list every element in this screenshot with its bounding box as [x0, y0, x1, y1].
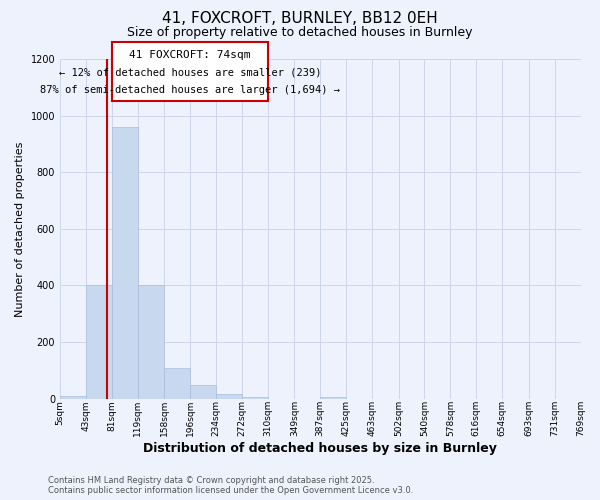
Text: Contains public sector information licensed under the Open Government Licence v3: Contains public sector information licen… [48, 486, 413, 495]
Text: ← 12% of detached houses are smaller (239): ← 12% of detached houses are smaller (23… [59, 68, 321, 78]
Text: 41, FOXCROFT, BURNLEY, BB12 0EH: 41, FOXCROFT, BURNLEY, BB12 0EH [162, 11, 438, 26]
Bar [138, 286, 164, 399]
Bar [86, 286, 112, 399]
Bar [112, 127, 138, 398]
Text: 87% of semi-detached houses are larger (1,694) →: 87% of semi-detached houses are larger (… [40, 84, 340, 94]
Bar [190, 384, 216, 398]
Text: Contains HM Land Registry data © Crown copyright and database right 2025.: Contains HM Land Registry data © Crown c… [48, 476, 374, 485]
X-axis label: Distribution of detached houses by size in Burnley: Distribution of detached houses by size … [143, 442, 497, 455]
Y-axis label: Number of detached properties: Number of detached properties [15, 141, 25, 316]
FancyBboxPatch shape [112, 42, 268, 102]
Text: 41 FOXCROFT: 74sqm: 41 FOXCROFT: 74sqm [129, 50, 251, 60]
Bar [60, 396, 86, 398]
Bar [216, 394, 242, 398]
Text: Size of property relative to detached houses in Burnley: Size of property relative to detached ho… [127, 26, 473, 39]
Bar [164, 368, 190, 398]
